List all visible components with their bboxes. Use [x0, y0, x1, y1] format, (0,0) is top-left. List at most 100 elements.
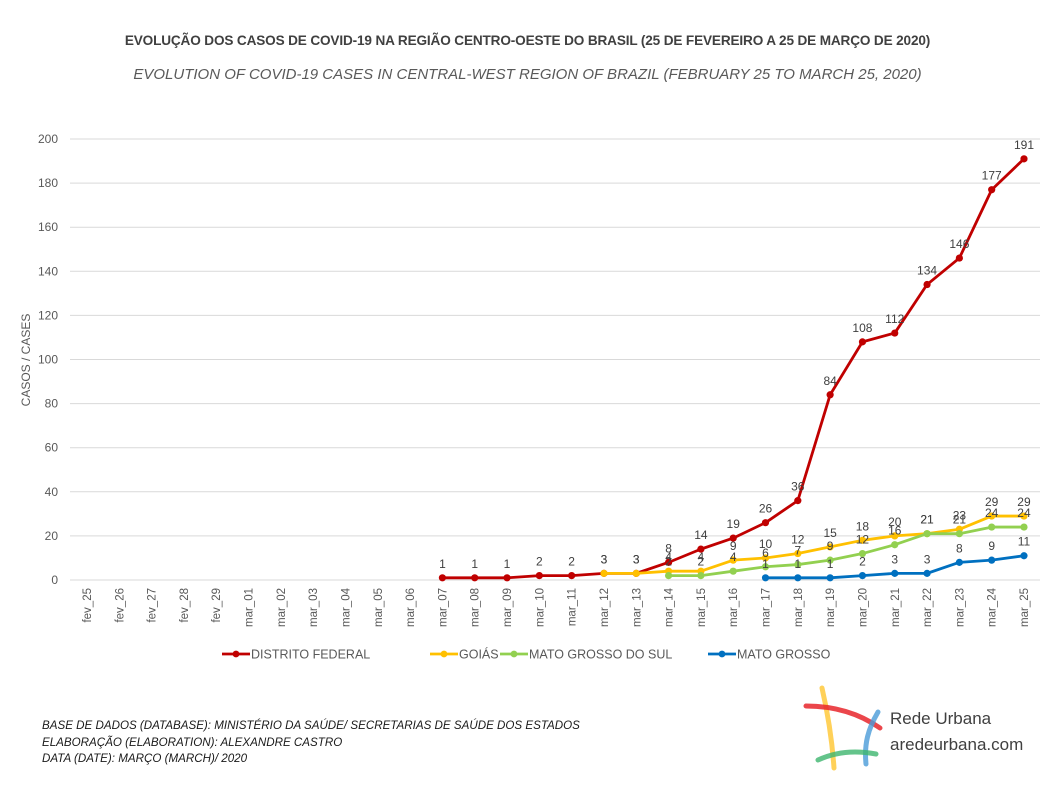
data-point-marker [1020, 523, 1028, 531]
data-point-marker [826, 543, 834, 551]
x-tick-label: mar_15 [696, 588, 708, 627]
legend-label: MATO GROSSO DO SUL [529, 648, 672, 662]
data-label: 108 [852, 321, 872, 335]
x-tick-label: fev_28 [179, 588, 191, 623]
data-label: 3 [633, 552, 640, 566]
legend-label: DISTRITO FEDERAL [251, 648, 370, 662]
data-point-marker [955, 558, 963, 566]
data-point-marker [761, 554, 770, 562]
data-point-marker [923, 530, 931, 538]
data-label: 177 [982, 169, 1002, 183]
data-label: 23 [953, 508, 967, 522]
footer-elaboration: ELABORAÇÃO (ELABORATION): ALEXANDRE CAST… [42, 735, 343, 749]
y-tick-label: 20 [45, 529, 59, 543]
legend-item: GOIÁS [430, 647, 499, 662]
data-label: 26 [759, 502, 773, 516]
data-label: 10 [759, 537, 773, 551]
y-axis: 0 20 40 60 80 100 120 140 160 180 200 [38, 132, 58, 587]
data-label: 1 [471, 557, 478, 571]
data-label: 29 [985, 495, 999, 509]
data-label: 4 [730, 550, 737, 564]
x-tick-label: mar_05 [373, 588, 385, 627]
legend-item: DISTRITO FEDERAL [222, 648, 370, 662]
data-point-marker [664, 558, 673, 566]
data-label: 12 [856, 533, 870, 547]
x-tick-label: mar_24 [987, 587, 999, 627]
data-point-marker [729, 567, 737, 575]
y-tick-label: 0 [51, 573, 58, 587]
data-point-marker [794, 574, 802, 582]
x-tick-label: mar_16 [728, 588, 740, 627]
data-label: 146 [949, 237, 969, 251]
data-label: 2 [665, 555, 672, 569]
data-label: 12 [791, 533, 805, 547]
x-tick-label: mar_06 [405, 588, 417, 627]
x-tick-label: mar_12 [599, 588, 611, 627]
x-tick-label: mar_23 [954, 588, 966, 627]
legend-marker-icon [232, 650, 240, 658]
footer-date: DATA (DATE): MARÇO (MARCH)/ 2020 [42, 752, 248, 765]
chart-subtitle: EVOLUTION OF COVID-19 CASES IN CENTRAL-W… [133, 66, 922, 83]
legend-label: MATO GROSSO [737, 648, 831, 662]
data-label: 16 [888, 524, 902, 538]
data-point-marker [891, 329, 899, 337]
data-point-marker [761, 519, 770, 527]
series-line [668, 525, 1024, 577]
data-label: 3 [601, 552, 608, 566]
data-label: 4 [698, 550, 705, 564]
series-lines [438, 155, 1028, 582]
data-label: 8 [956, 541, 963, 555]
data-label: 191 [1014, 138, 1034, 152]
x-tick-label: fev_27 [147, 588, 159, 623]
x-tick-label: fev_26 [114, 588, 126, 623]
data-label: 2 [698, 555, 705, 569]
y-tick-label: 120 [38, 308, 58, 322]
data-label: 9 [827, 539, 834, 553]
data-point-marker [923, 569, 931, 577]
legend-label: GOIÁS [459, 647, 499, 662]
data-point-marker [1020, 552, 1028, 560]
x-tick-label: mar_22 [922, 588, 934, 627]
x-tick-label: mar_25 [1019, 588, 1031, 627]
legend: DISTRITO FEDERAL GOIÁS MATO GROSSO DO SUL M… [222, 647, 831, 662]
data-label: 21 [953, 513, 967, 527]
data-label: 2 [568, 555, 575, 569]
data-label: 21 [920, 513, 934, 527]
data-label: 1 [827, 557, 834, 571]
data-point-marker [697, 545, 705, 553]
data-point-marker [955, 254, 963, 262]
data-point-marker [794, 549, 802, 558]
data-point-marker [471, 574, 479, 582]
data-point-marker [988, 512, 996, 520]
data-label: 8 [665, 541, 672, 555]
data-point-marker [891, 532, 899, 540]
x-tick-label: mar_02 [276, 588, 288, 627]
legend-item: MATO GROSSO DO SUL [500, 648, 672, 662]
data-point-marker [858, 549, 867, 558]
data-point-marker [955, 530, 963, 538]
data-point-marker [535, 571, 543, 580]
data-label: 24 [985, 506, 999, 520]
y-tick-label: 100 [38, 353, 58, 367]
data-point-marker [858, 536, 867, 544]
data-point-marker [858, 338, 867, 346]
x-tick-label: mar_07 [437, 588, 449, 627]
x-tick-label: mar_03 [308, 588, 320, 627]
x-tick-label: mar_11 [567, 588, 579, 626]
data-label: 14 [694, 528, 708, 542]
data-point-marker [729, 556, 737, 564]
data-label: 2 [536, 555, 543, 569]
data-point-marker [438, 574, 447, 582]
x-tick-label: mar_21 [890, 588, 902, 627]
y-tick-label: 40 [45, 485, 59, 499]
data-label: 20 [888, 515, 902, 529]
x-tick-label: mar_18 [793, 588, 805, 627]
data-label: 84 [823, 374, 837, 388]
footer-credits: BASE DE DADOS (DATABASE): MINISTÉRIO DA … [42, 718, 580, 768]
data-point-marker [891, 541, 899, 549]
data-point-marker [988, 186, 996, 194]
data-label: 6 [762, 546, 769, 560]
series-goiás [600, 512, 1028, 577]
data-point-marker [988, 523, 996, 531]
